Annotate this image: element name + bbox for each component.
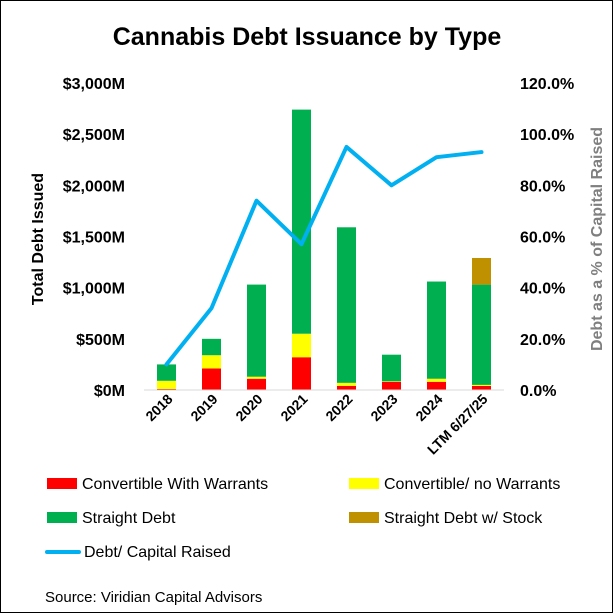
bar-segment — [382, 381, 401, 390]
bar-segment — [337, 227, 356, 383]
bar-segment — [472, 385, 491, 390]
bar-segment — [382, 354, 401, 382]
bar-segment — [472, 284, 491, 385]
x-tick-label: 2020 — [232, 391, 265, 424]
bar-segment — [157, 388, 176, 390]
y-axis-ticks: $0M $500M $1,000M $1,500M $2,000M $2,500M $3,0… — [63, 76, 125, 400]
chart-title: Cannabis Debt Issuance by Type — [113, 23, 502, 51]
bar-segment — [427, 381, 446, 390]
y2-tick-label: 100.0% — [520, 127, 574, 144]
x-tick-label: 2023 — [367, 391, 400, 424]
legend-swatch — [47, 512, 77, 523]
legend-swatch — [47, 478, 77, 489]
bar-segment — [292, 357, 311, 390]
legend-swatch — [349, 512, 379, 523]
bars — [157, 109, 491, 390]
bar-segment — [337, 385, 356, 390]
y2-axis-label: Debt as a % of Capital Raised — [589, 127, 606, 351]
y-tick-label: $0M — [94, 383, 125, 400]
legend-swatch — [349, 478, 379, 489]
x-tick-label: 2021 — [277, 391, 310, 424]
legend: Convertible With Warrants Convertible/ no… — [45, 476, 560, 561]
y-tick-label: $1,000M — [63, 281, 125, 298]
bar-segment — [202, 368, 221, 390]
bar-segment — [157, 380, 176, 389]
y2-tick-label: 0.0% — [520, 383, 556, 400]
y-tick-label: $3,000M — [63, 76, 125, 93]
source-note: Source: Viridian Capital Advisors — [45, 589, 262, 606]
bar-segment — [427, 378, 446, 382]
bar-segment — [247, 376, 266, 379]
bar-segment — [292, 333, 311, 358]
ratio-line-path — [164, 144, 484, 367]
bar-segment — [472, 257, 491, 285]
y2-tick-label: 80.0% — [520, 178, 565, 195]
bar-segment — [202, 355, 221, 369]
ratio-line — [164, 144, 484, 367]
y-axis-label: Total Debt Issued — [30, 173, 47, 305]
legend-label: Debt/ Capital Raised — [84, 544, 231, 561]
bar-segment — [337, 382, 356, 386]
bar-segment — [427, 281, 446, 379]
y2-tick-label: 60.0% — [520, 230, 565, 247]
y2-axis-ticks: 0.0% 20.0% 40.0% 60.0% 80.0% 100.0% 120.0% — [520, 76, 574, 400]
bar-segment — [247, 378, 266, 390]
bar-segment — [202, 338, 221, 356]
legend-label: Straight Debt w/ Stock — [384, 510, 543, 527]
bar-segment — [472, 384, 491, 386]
x-tick-label: 2018 — [142, 391, 175, 424]
bar-segment — [292, 109, 311, 334]
y2-tick-label: 120.0% — [520, 76, 574, 93]
legend-label: Convertible/ no Warrants — [384, 476, 560, 493]
y-tick-label: $2,000M — [63, 178, 125, 195]
y-tick-label: $1,500M — [63, 230, 125, 247]
y2-tick-label: 40.0% — [520, 281, 565, 298]
legend-label: Convertible With Warrants — [82, 476, 268, 493]
x-tick-label: 2019 — [187, 391, 220, 424]
x-tick-label: 2022 — [322, 391, 355, 424]
x-tick-label: 2024 — [412, 391, 445, 424]
bar-segment — [157, 364, 176, 381]
legend-label: Straight Debt — [82, 510, 176, 527]
y-tick-label: $500M — [76, 332, 125, 349]
bar-segment — [247, 284, 266, 377]
y-tick-label: $2,500M — [63, 127, 125, 144]
y2-tick-label: 20.0% — [520, 332, 565, 349]
bar-segment — [382, 381, 401, 382]
